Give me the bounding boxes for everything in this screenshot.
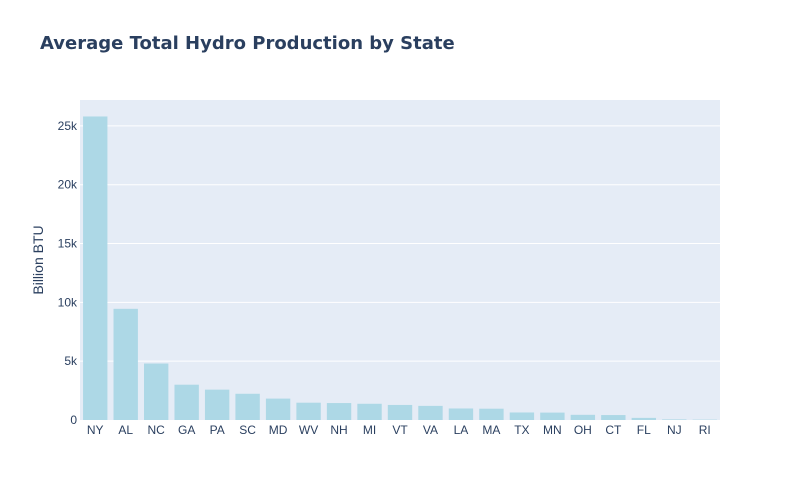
- x-tick-label: NH: [330, 423, 347, 437]
- y-axis-ticks: 0 5k 10k 15k 20k 25k: [58, 119, 78, 427]
- bar-vt: [387, 404, 413, 420]
- bar-oh: [570, 414, 596, 420]
- y-tick-label: 5k: [64, 354, 78, 368]
- bar-la: [448, 408, 474, 420]
- gridlines: [80, 125, 720, 362]
- bar-sc: [235, 393, 260, 420]
- bar-ct: [601, 415, 626, 420]
- bar-nc: [144, 363, 169, 420]
- x-tick-label: GA: [178, 423, 195, 437]
- x-tick-label: MA: [482, 423, 500, 437]
- bar-ma: [479, 408, 504, 420]
- x-tick-label: NC: [148, 423, 166, 437]
- y-tick-label: 10k: [58, 295, 78, 309]
- x-tick-label: NY: [87, 423, 104, 437]
- x-tick-label: OH: [574, 423, 592, 437]
- x-tick-label: PA: [210, 423, 225, 437]
- x-tick-label: LA: [454, 423, 469, 437]
- bar-va: [418, 405, 443, 420]
- y-tick-label: 15k: [58, 237, 78, 251]
- x-tick-label: AL: [118, 423, 133, 437]
- bar-fl: [631, 417, 656, 420]
- bar-ny: [83, 116, 108, 421]
- x-tick-label: RI: [699, 423, 711, 437]
- x-tick-label: FL: [637, 423, 651, 437]
- y-tick-label: 20k: [58, 178, 78, 192]
- plot-area: [80, 100, 720, 420]
- x-tick-label: WV: [299, 423, 318, 437]
- y-tick-label: 25k: [58, 119, 78, 133]
- bar-mi: [357, 403, 382, 420]
- bars: [83, 116, 717, 421]
- y-axis-title: Billion BTU: [30, 225, 46, 294]
- bar-md: [265, 398, 291, 420]
- bar-nj: [662, 419, 687, 420]
- x-tick-label: VT: [392, 423, 408, 437]
- bar-tx: [509, 412, 535, 420]
- chart-title: Average Total Hydro Production by State: [40, 33, 455, 54]
- x-tick-label: MI: [363, 423, 376, 437]
- bar-al: [113, 308, 138, 420]
- x-tick-label: VA: [423, 423, 438, 437]
- x-tick-label: CT: [605, 423, 622, 437]
- x-axis-ticks: NY AL NC GA PA SC MD WV NH MI VT VA LA MA TX MN OH CT FL NJ…: [87, 423, 711, 437]
- x-tick-label: NJ: [667, 423, 682, 437]
- bar-wv: [296, 402, 321, 420]
- bar-ga: [174, 384, 199, 420]
- x-tick-label: MN: [543, 423, 562, 437]
- x-tick-label: MD: [269, 423, 288, 437]
- x-tick-label: SC: [239, 423, 256, 437]
- bar-pa: [204, 389, 230, 420]
- y-tick-label: 0: [70, 413, 77, 427]
- x-tick-label: TX: [514, 423, 529, 437]
- bar-nh: [326, 403, 352, 420]
- bar-mn: [540, 412, 565, 420]
